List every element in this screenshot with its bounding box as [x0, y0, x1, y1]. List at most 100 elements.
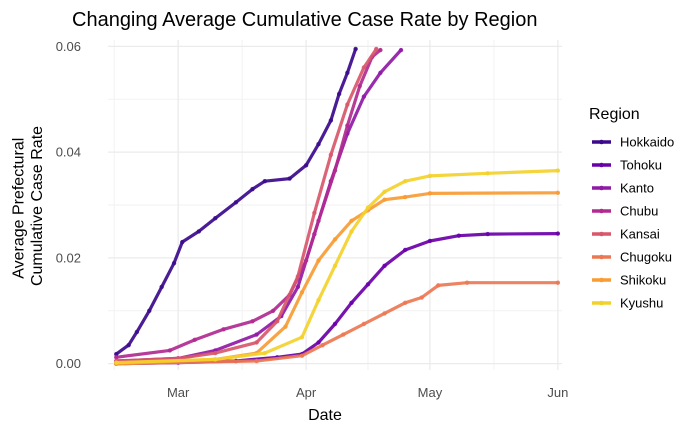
data-point-chubu	[221, 327, 226, 332]
data-point-hokkaido	[147, 308, 152, 313]
data-point-chugoku	[299, 353, 305, 358]
data-point-shikoku	[299, 290, 305, 295]
data-point-chugoku	[435, 283, 441, 288]
x-tick-label: May	[418, 385, 443, 400]
data-point-chugoku	[419, 295, 424, 300]
data-point-kyushu	[213, 357, 218, 362]
data-point-shikoku	[283, 324, 288, 329]
legend-key-point	[599, 231, 604, 237]
data-point-kyushu	[316, 297, 321, 303]
data-point-hokkaido	[303, 163, 309, 168]
data-point-kyushu	[299, 335, 305, 340]
data-point-kanto	[254, 332, 259, 337]
data-point-kansai	[345, 102, 350, 107]
legend-label-tohoku: Tohoku	[620, 158, 662, 173]
legend-key-point	[599, 300, 604, 306]
data-point-tohoku	[402, 247, 408, 253]
data-point-kansai	[254, 340, 259, 345]
data-point-chubu	[167, 348, 173, 353]
chart-title: Changing Average Cumulative Case Rate by…	[72, 9, 537, 31]
data-point-chubu	[250, 319, 255, 324]
data-point-kansai	[361, 65, 367, 70]
data-point-kansai	[328, 152, 334, 157]
data-point-hokkaido	[336, 91, 342, 97]
data-point-kansai	[374, 46, 379, 52]
data-point-chubu	[345, 123, 350, 128]
data-point-hokkaido	[126, 342, 131, 348]
data-point-tohoku	[555, 231, 561, 236]
data-point-chubu	[332, 168, 338, 173]
data-point-hokkaido	[180, 239, 185, 245]
data-point-shikoku	[402, 194, 408, 200]
data-point-hokkaido	[134, 329, 140, 335]
data-point-shikoku	[427, 191, 433, 196]
data-point-chugoku	[382, 311, 387, 316]
data-point-shikoku	[316, 258, 321, 263]
data-point-kanto	[361, 94, 367, 99]
data-point-kansai	[213, 350, 218, 356]
legend-key-point	[599, 208, 604, 214]
data-point-kyushu	[114, 360, 119, 365]
data-point-kyushu	[427, 173, 433, 179]
x-axis: Mar Apr May Jun	[167, 385, 568, 400]
y-tick-label: 0.06	[56, 39, 81, 54]
data-point-hokkaido	[233, 200, 239, 205]
legend-key-point	[599, 139, 604, 145]
data-point-tohoku	[332, 321, 338, 327]
legend-key-point	[599, 162, 604, 168]
data-point-tohoku	[456, 233, 462, 238]
data-point-kyushu	[555, 168, 561, 173]
data-point-kyushu	[485, 171, 490, 176]
legend-title: Region	[589, 106, 640, 123]
data-point-hokkaido	[316, 141, 321, 147]
legend: Region Hokkaido Tohoku Kanto Chubu Kansai Chu…	[589, 106, 674, 311]
data-point-chugoku	[361, 321, 367, 327]
data-point-hokkaido	[262, 179, 268, 184]
data-point-hokkaido	[171, 260, 177, 266]
y-axis: 0.00 0.02 0.04 0.06	[56, 39, 81, 371]
x-tick-label: Jun	[547, 385, 568, 400]
data-point-shikoku	[382, 197, 387, 202]
grid	[108, 40, 562, 370]
data-point-tohoku	[485, 231, 490, 237]
data-point-shikoku	[332, 237, 338, 242]
legend-label-kyushu: Kyushu	[620, 296, 663, 311]
data-point-hokkaido	[114, 351, 119, 357]
data-point-kyushu	[332, 263, 338, 269]
data-point-chugoku	[555, 280, 561, 285]
data-point-chugoku	[402, 300, 408, 306]
data-point-chubu	[316, 218, 321, 224]
y-axis-label-line-2: Cumulative Case Rate	[29, 126, 46, 286]
data-point-tohoku	[365, 282, 371, 287]
data-point-chubu	[192, 337, 197, 343]
data-point-chubu	[378, 47, 383, 53]
data-point-tohoku	[349, 300, 354, 306]
x-tick-label: Apr	[296, 385, 317, 400]
data-point-chugoku	[320, 342, 325, 348]
data-point-kyushu	[365, 205, 371, 210]
data-point-kyushu	[349, 229, 354, 234]
x-axis-label: Date	[308, 407, 342, 424]
data-point-chubu	[270, 308, 276, 313]
series-line-chugoku	[114, 281, 560, 366]
data-point-kyushu	[402, 179, 408, 184]
y-tick-label: 0.00	[56, 356, 81, 371]
data-point-kansai	[295, 274, 301, 279]
legend-key-point	[599, 185, 604, 191]
legend-label-chubu: Chubu	[620, 204, 658, 219]
legend-label-shikoku: Shikoku	[620, 273, 666, 288]
y-tick-label: 0.04	[56, 145, 81, 160]
data-point-hokkaido	[345, 70, 350, 75]
data-point-hokkaido	[196, 229, 201, 234]
data-point-hokkaido	[353, 46, 358, 52]
legend-key-point	[599, 254, 604, 260]
data-point-chubu	[303, 258, 309, 263]
data-point-hokkaido	[213, 216, 218, 221]
legend-key-point	[599, 277, 604, 283]
data-point-hokkaido	[159, 284, 164, 290]
legend-label-hokkaido: Hokkaido	[620, 135, 674, 150]
y-axis-label-line-1: Average Prefectural	[10, 138, 27, 279]
data-point-kansai	[312, 210, 317, 216]
data-point-tohoku	[316, 340, 321, 345]
